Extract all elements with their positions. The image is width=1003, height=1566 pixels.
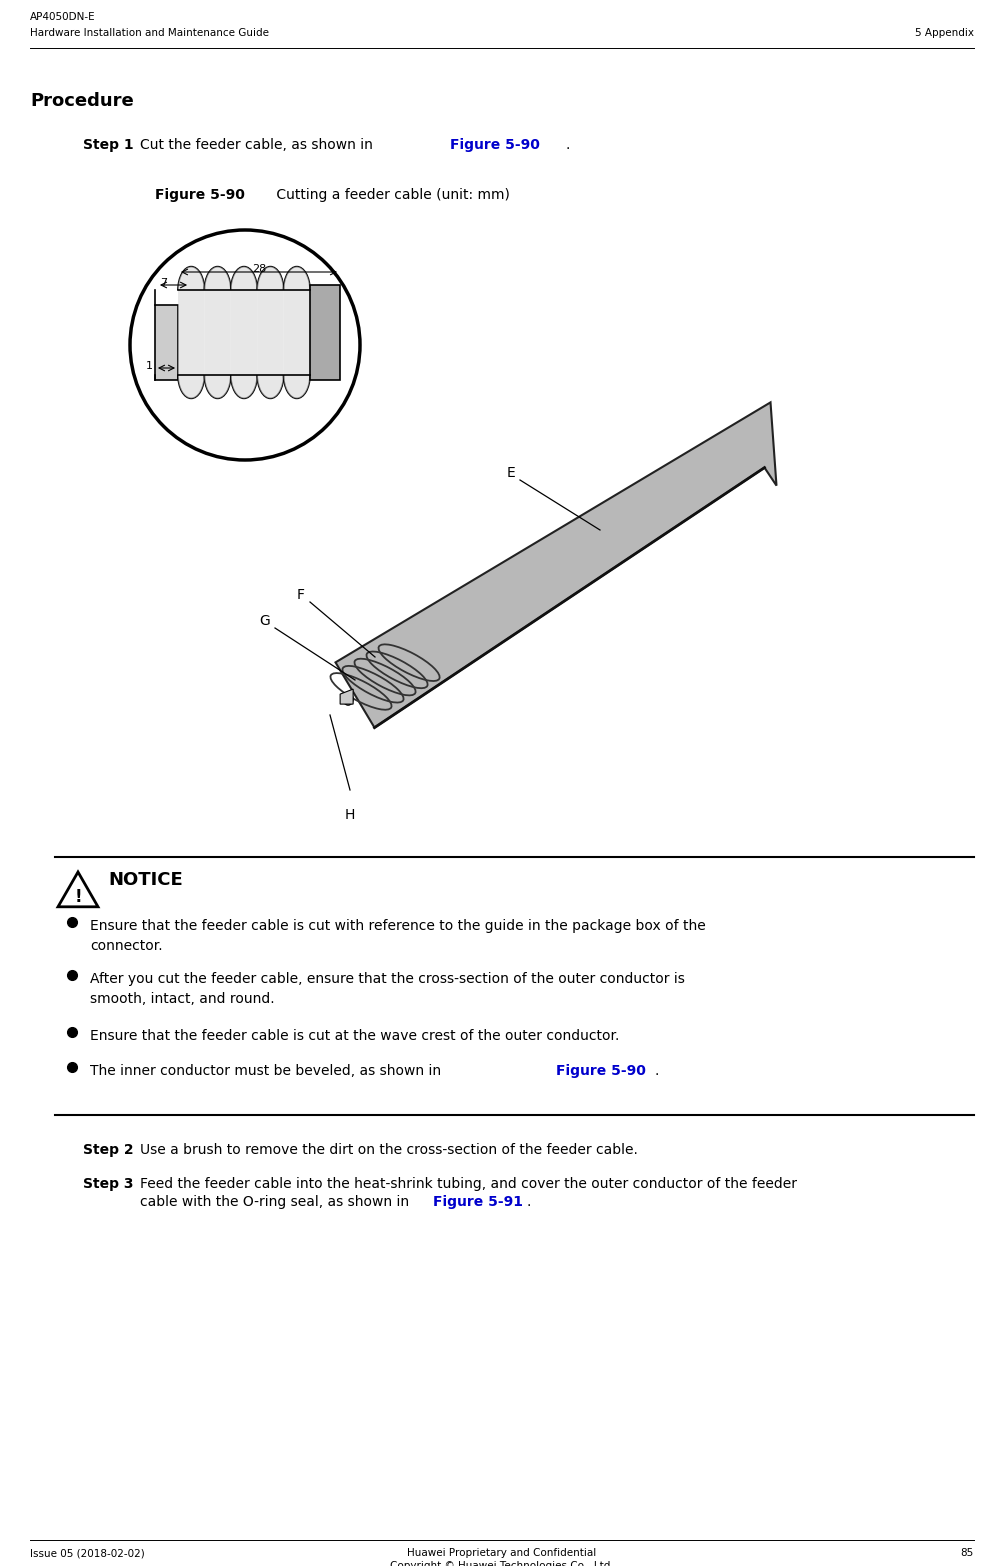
Text: 7: 7 <box>160 279 168 288</box>
Text: Step 2: Step 2 <box>83 1143 133 1157</box>
Polygon shape <box>335 402 775 728</box>
Polygon shape <box>58 872 98 907</box>
Text: 85: 85 <box>960 1549 973 1558</box>
Text: H: H <box>344 808 355 822</box>
Text: Ensure that the feeder cable is cut at the wave crest of the outer conductor.: Ensure that the feeder cable is cut at t… <box>90 1029 619 1043</box>
Text: connector.: connector. <box>90 940 162 954</box>
Text: Feed the feeder cable into the heat-shrink tubing, and cover the outer conductor: Feed the feeder cable into the heat-shri… <box>139 1178 796 1192</box>
Ellipse shape <box>343 694 353 705</box>
Text: NOTICE: NOTICE <box>108 871 183 889</box>
Text: Figure 5-91: Figure 5-91 <box>432 1195 523 1209</box>
Text: Figure 5-90: Figure 5-90 <box>154 188 245 202</box>
Text: .: . <box>654 1063 659 1077</box>
Polygon shape <box>178 266 205 398</box>
Text: F: F <box>297 587 305 601</box>
Polygon shape <box>283 266 310 398</box>
Text: Hardware Installation and Maintenance Guide: Hardware Installation and Maintenance Gu… <box>30 28 269 38</box>
Text: Copyright © Huawei Technologies Co., Ltd.: Copyright © Huawei Technologies Co., Ltd… <box>390 1561 613 1566</box>
Text: !: ! <box>74 888 81 905</box>
Polygon shape <box>231 266 257 398</box>
Text: Figure 5-90: Figure 5-90 <box>556 1063 645 1077</box>
Text: Ensure that the feeder cable is cut with reference to the guide in the package b: Ensure that the feeder cable is cut with… <box>90 919 705 933</box>
Text: Figure 5-90: Figure 5-90 <box>449 138 540 152</box>
FancyBboxPatch shape <box>310 285 340 381</box>
FancyBboxPatch shape <box>154 305 178 381</box>
Text: G: G <box>259 614 270 628</box>
Text: Use a brush to remove the dirt on the cross-section of the feeder cable.: Use a brush to remove the dirt on the cr… <box>139 1143 637 1157</box>
Text: 5 Appendix: 5 Appendix <box>914 28 973 38</box>
Text: Procedure: Procedure <box>30 92 133 110</box>
Text: After you cut the feeder cable, ensure that the cross-section of the outer condu: After you cut the feeder cable, ensure t… <box>90 972 684 987</box>
Text: Cut the feeder cable, as shown in: Cut the feeder cable, as shown in <box>139 138 377 152</box>
Text: 1: 1 <box>145 362 152 371</box>
Polygon shape <box>340 689 353 705</box>
Text: AP4050DN-E: AP4050DN-E <box>30 13 95 22</box>
Text: Step 1: Step 1 <box>83 138 133 152</box>
Polygon shape <box>257 266 283 398</box>
Text: Issue 05 (2018-02-02): Issue 05 (2018-02-02) <box>30 1549 144 1558</box>
Text: Huawei Proprietary and Confidential: Huawei Proprietary and Confidential <box>407 1549 596 1558</box>
Text: cable with the O-ring seal, as shown in: cable with the O-ring seal, as shown in <box>139 1195 413 1209</box>
Text: Cutting a feeder cable (unit: mm): Cutting a feeder cable (unit: mm) <box>272 188 510 202</box>
Text: smooth, intact, and round.: smooth, intact, and round. <box>90 991 275 1005</box>
Text: 28: 28 <box>252 265 266 274</box>
Text: Step 3: Step 3 <box>83 1178 133 1192</box>
Text: .: . <box>527 1195 531 1209</box>
Text: The inner conductor must be beveled, as shown in: The inner conductor must be beveled, as … <box>90 1063 445 1077</box>
Polygon shape <box>205 266 231 398</box>
Text: .: . <box>566 138 570 152</box>
Text: E: E <box>506 467 515 481</box>
